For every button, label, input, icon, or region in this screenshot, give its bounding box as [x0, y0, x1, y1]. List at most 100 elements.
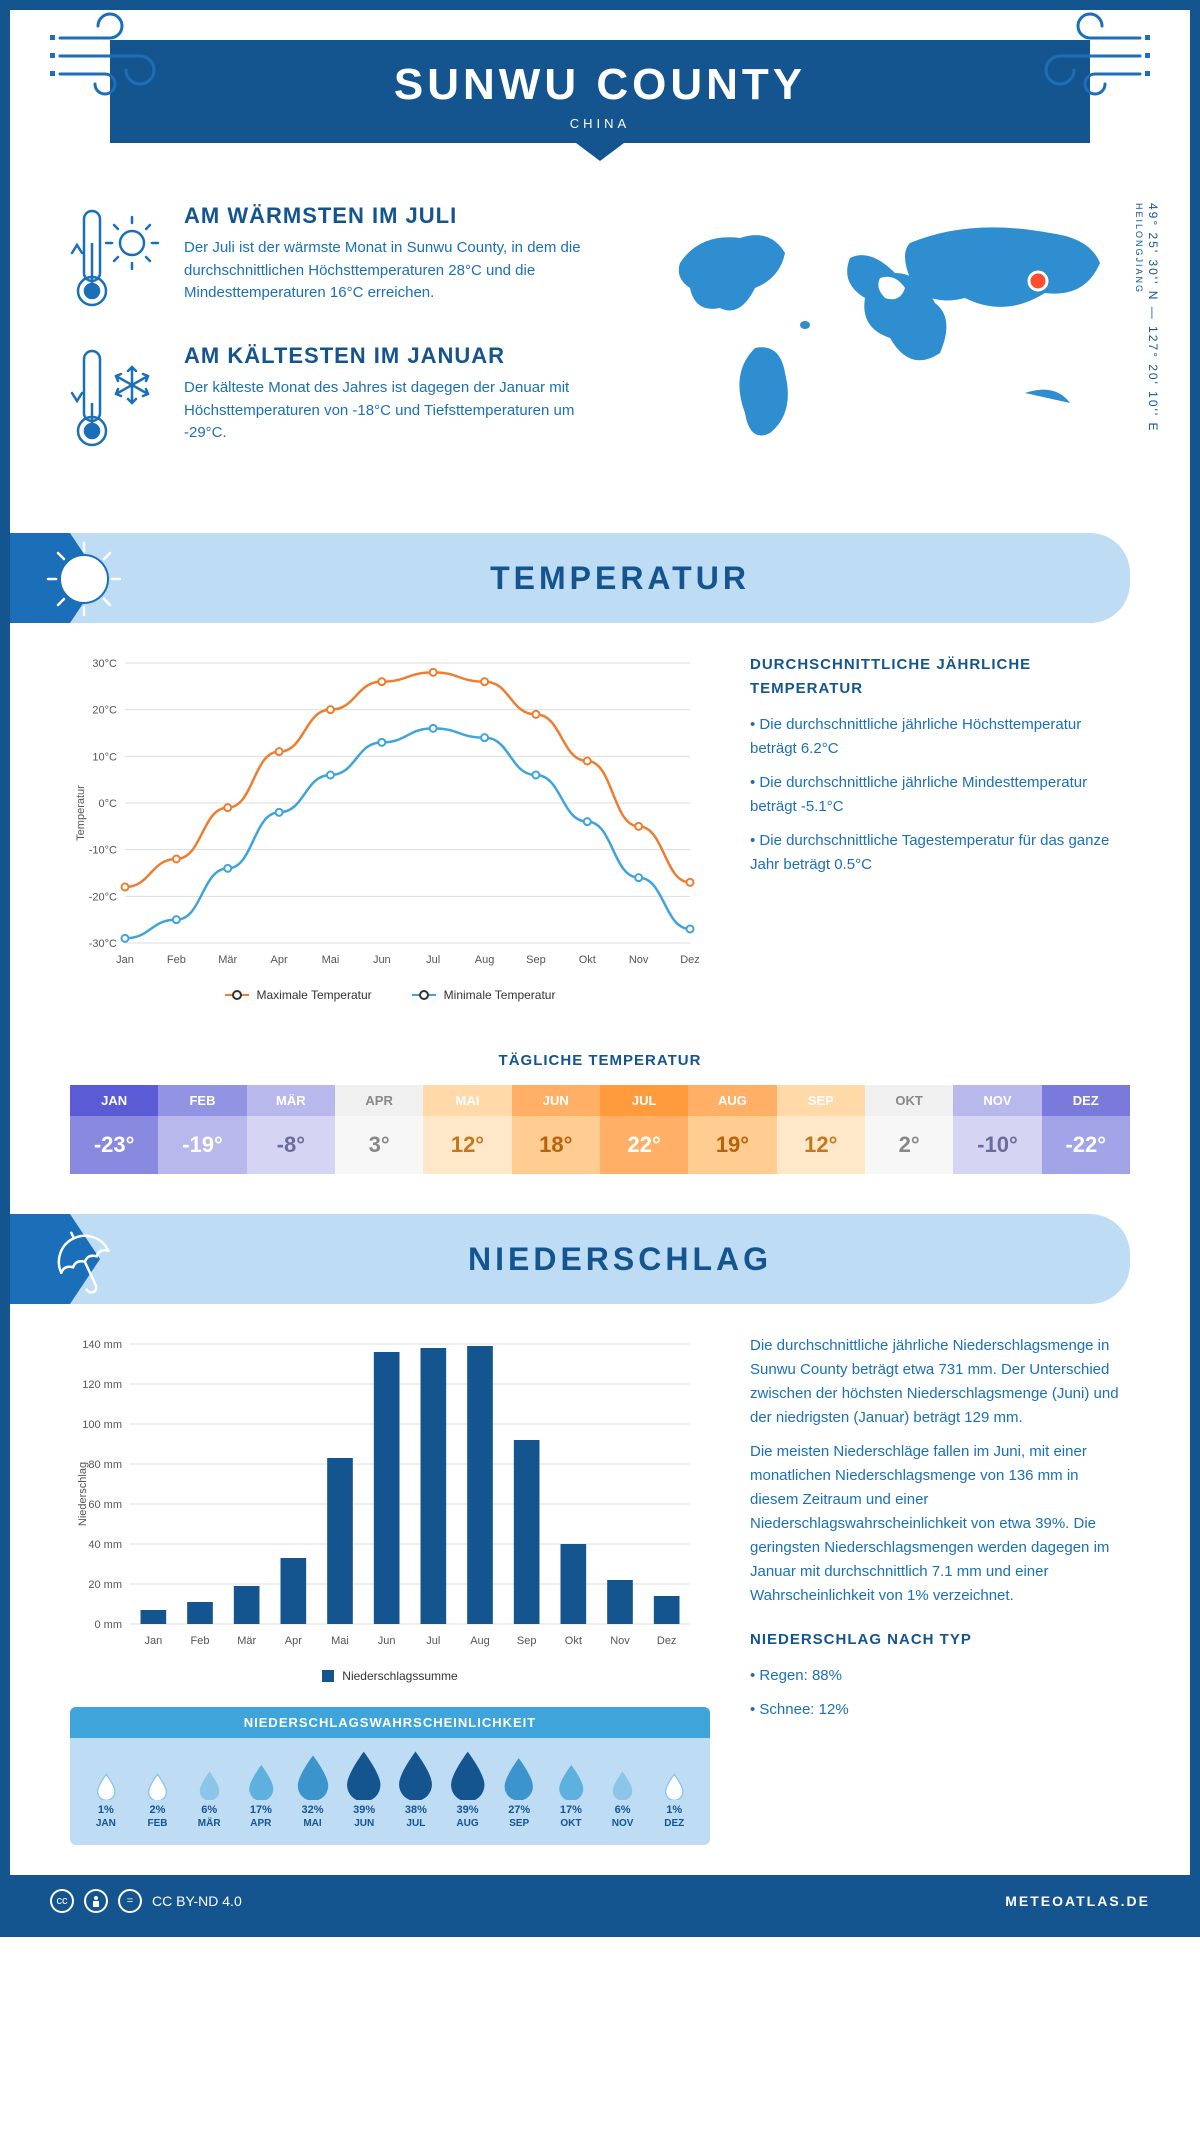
temperature-heading: TEMPERATUR [490, 560, 750, 597]
umbrella-icon [44, 1220, 124, 1300]
cc-icon: cc [50, 1889, 74, 1913]
month-cell: APR3° [335, 1085, 423, 1174]
location-title: SUNWU COUNTY [110, 60, 1090, 110]
temperature-chart: -30°C-20°C-10°C0°C10°C20°C30°CJanFebMärA… [70, 653, 710, 1002]
infographic-frame: SUNWU COUNTY CHINA AM WÄRMSTEN IM JULI D… [0, 0, 1200, 1937]
svg-text:-20°C: -20°C [89, 891, 117, 903]
precip-text-1: Die durchschnittliche jährliche Niedersc… [750, 1334, 1130, 1430]
svg-text:Mär: Mär [237, 1635, 256, 1647]
svg-text:Sep: Sep [526, 954, 546, 966]
prob-cell: 27%SEP [493, 1752, 545, 1829]
temperature-legend: Maximale Temperatur Minimale Temperatur [70, 988, 710, 1002]
footer: cc = CC BY-ND 4.0 METEOATLAS.DE [10, 1875, 1190, 1927]
world-map: 49° 25' 30'' N — 127° 20' 10'' E HEILONG… [650, 203, 1130, 483]
sun-icon [44, 539, 124, 619]
svg-text:0 mm: 0 mm [95, 1619, 123, 1631]
month-cell: MÄR-8° [247, 1085, 335, 1174]
precipitation-summary: Die durchschnittliche jährliche Niedersc… [750, 1334, 1130, 1845]
license-text: CC BY-ND 4.0 [152, 1893, 242, 1909]
precipitation-legend: Niederschlagssumme [70, 1669, 710, 1683]
prob-cell: 17%APR [235, 1752, 287, 1829]
svg-text:Jan: Jan [116, 954, 134, 966]
prob-cell: 39%JUN [338, 1752, 390, 1829]
svg-text:60 mm: 60 mm [88, 1499, 122, 1511]
warmest-fact: AM WÄRMSTEN IM JULI Der Juli ist der wär… [70, 203, 620, 313]
month-cell: JUN18° [512, 1085, 600, 1174]
coldest-title: AM KÄLTESTEN IM JANUAR [184, 343, 620, 369]
svg-text:Dez: Dez [657, 1635, 677, 1647]
month-cell: NOV-10° [953, 1085, 1041, 1174]
svg-text:Sep: Sep [517, 1635, 537, 1647]
temperature-row: -30°C-20°C-10°C0°C10°C20°C30°CJanFebMärA… [10, 653, 1190, 1032]
precip-type-bullet: • Schnee: 12% [750, 1698, 1130, 1722]
month-cell: OKT2° [865, 1085, 953, 1174]
precip-type-bullet: • Regen: 88% [750, 1664, 1130, 1688]
license-badges: cc = CC BY-ND 4.0 [50, 1889, 242, 1913]
svg-text:Dez: Dez [680, 954, 700, 966]
prob-cell: 32%MAI [287, 1752, 339, 1829]
svg-text:Mai: Mai [322, 954, 340, 966]
temp-bullet: • Die durchschnittliche jährliche Höchst… [750, 713, 1130, 761]
coordinates-label: 49° 25' 30'' N — 127° 20' 10'' E HEILONG… [1132, 203, 1160, 483]
location-country: CHINA [110, 116, 1090, 131]
svg-text:10°C: 10°C [92, 751, 117, 763]
prob-cell: 1%DEZ [648, 1752, 700, 1829]
svg-text:Jun: Jun [373, 954, 391, 966]
prob-cell: 17%OKT [545, 1752, 597, 1829]
precipitation-chart: 0 mm20 mm40 mm60 mm80 mm100 mm120 mm140 … [70, 1334, 710, 1845]
svg-text:Jul: Jul [426, 954, 440, 966]
prob-cell: 1%JAN [80, 1752, 132, 1829]
precipitation-row: 0 mm20 mm40 mm60 mm80 mm100 mm120 mm140 … [10, 1334, 1190, 1875]
svg-text:Aug: Aug [475, 954, 495, 966]
svg-text:Feb: Feb [167, 954, 186, 966]
month-cell: JAN-23° [70, 1085, 158, 1174]
svg-text:Mai: Mai [331, 1635, 349, 1647]
intro-section: AM WÄRMSTEN IM JULI Der Juli ist der wär… [10, 143, 1190, 513]
svg-text:Feb: Feb [191, 1635, 210, 1647]
svg-text:20 mm: 20 mm [88, 1579, 122, 1591]
prob-cell: 39%AUG [442, 1752, 494, 1829]
site-credit: METEOATLAS.DE [1005, 1893, 1150, 1909]
month-cell: FEB-19° [158, 1085, 246, 1174]
coldest-text: Der kälteste Monat des Jahres ist dagege… [184, 377, 620, 445]
daily-temp-title: TÄGLICHE TEMPERATUR [10, 1052, 1190, 1069]
svg-text:Apr: Apr [271, 954, 288, 966]
svg-text:Okt: Okt [565, 1635, 582, 1647]
coldest-fact: AM KÄLTESTEN IM JANUAR Der kälteste Mona… [70, 343, 620, 453]
thermometer-snow-icon [70, 343, 160, 453]
svg-text:Mär: Mär [218, 954, 237, 966]
world-map-svg [650, 203, 1130, 463]
prob-title: NIEDERSCHLAGSWAHRSCHEINLICHKEIT [70, 1707, 710, 1738]
svg-text:Niederschlag: Niederschlag [77, 1462, 89, 1526]
temp-bullet: • Die durchschnittliche Tagestemperatur … [750, 829, 1130, 877]
header-banner: SUNWU COUNTY CHINA [110, 40, 1090, 143]
by-icon [84, 1889, 108, 1913]
svg-text:Temperatur: Temperatur [75, 785, 87, 841]
svg-text:Okt: Okt [579, 954, 596, 966]
svg-text:-30°C: -30°C [89, 938, 117, 950]
svg-text:Aug: Aug [470, 1635, 490, 1647]
nd-icon: = [118, 1889, 142, 1913]
svg-text:Apr: Apr [285, 1635, 302, 1647]
month-cell: JUL22° [600, 1085, 688, 1174]
precipitation-heading: NIEDERSCHLAG [468, 1241, 772, 1278]
svg-text:Jul: Jul [426, 1635, 440, 1647]
month-cell: AUG19° [688, 1085, 776, 1174]
prob-cell: 2%FEB [132, 1752, 184, 1829]
daily-temp-grid: JAN-23°FEB-19°MÄR-8°APR3°MAI12°JUN18°JUL… [70, 1085, 1130, 1174]
svg-text:30°C: 30°C [92, 658, 117, 670]
climate-facts: AM WÄRMSTEN IM JULI Der Juli ist der wär… [70, 203, 620, 483]
thermometer-sun-icon [70, 203, 160, 313]
svg-text:Nov: Nov [629, 954, 649, 966]
prob-cell: 6%MÄR [183, 1752, 235, 1829]
svg-text:100 mm: 100 mm [82, 1419, 122, 1431]
prob-cell: 6%NOV [597, 1752, 649, 1829]
svg-text:Jun: Jun [378, 1635, 396, 1647]
precipitation-probability: NIEDERSCHLAGSWAHRSCHEINLICHKEIT 1%JAN2%F… [70, 1707, 710, 1845]
precipitation-banner: NIEDERSCHLAG [10, 1214, 1130, 1304]
svg-text:0°C: 0°C [99, 798, 118, 810]
warmest-title: AM WÄRMSTEN IM JULI [184, 203, 620, 229]
temperature-banner: TEMPERATUR [10, 533, 1130, 623]
svg-text:140 mm: 140 mm [82, 1339, 122, 1351]
month-cell: DEZ-22° [1042, 1085, 1130, 1174]
